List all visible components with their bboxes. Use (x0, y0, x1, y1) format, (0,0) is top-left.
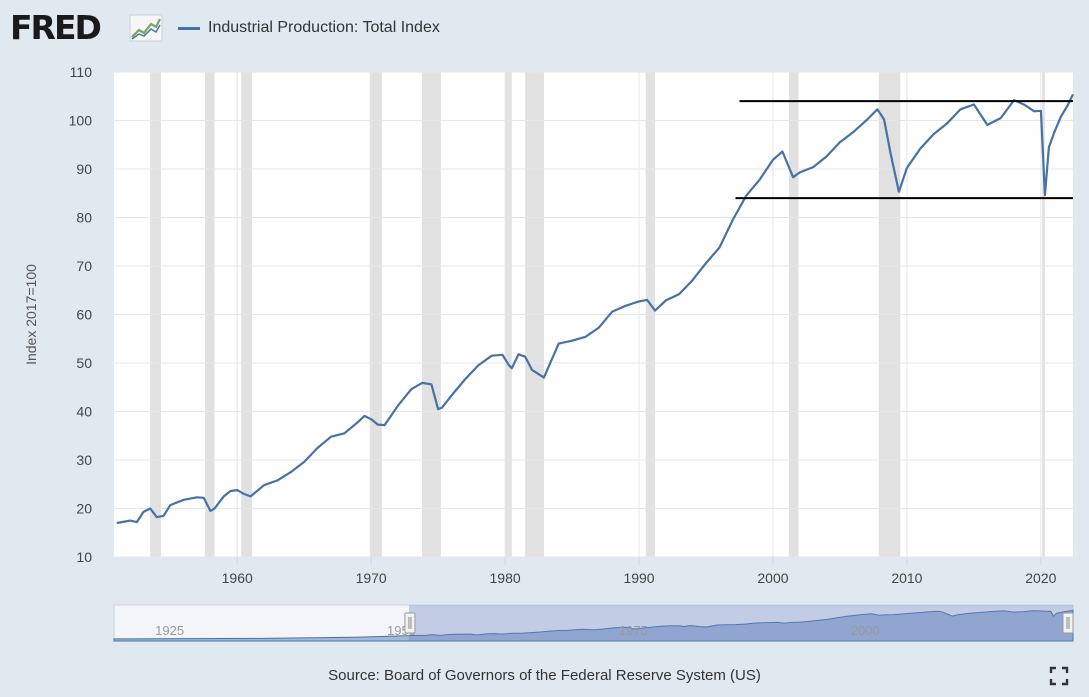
navigator-selection[interactable] (408, 605, 1074, 641)
x-tick-label: 1990 (623, 570, 654, 586)
x-tick-label: 1980 (490, 570, 521, 586)
chart-area: 10 20 30 40 50 60 70 80 90 100 110 1960 1970 1980 1990… (23, 64, 1074, 642)
x-tick-label: 2000 (757, 570, 788, 586)
x-tick-label: 1970 (356, 570, 387, 586)
navigator-handle-right[interactable] (1062, 612, 1074, 634)
x-tick-label: 2020 (1025, 570, 1056, 586)
y-tick-label: 10 (76, 549, 92, 565)
fullscreen-icon[interactable] (1049, 666, 1069, 686)
series-line[interactable] (116, 93, 1074, 525)
y-tick-label: 30 (76, 452, 92, 468)
line-graph-icon (129, 14, 163, 42)
y-tick-label: 20 (76, 501, 92, 517)
y-tick-label: 100 (69, 113, 93, 129)
navigator-series (113, 609, 1074, 642)
navigator-handle-left[interactable] (404, 612, 416, 634)
source-note: Source: Board of Governors of the Federa… (328, 667, 761, 684)
legend-swatch (178, 27, 200, 30)
fred-logo[interactable]: FRED (10, 8, 102, 47)
legend-series-label: Industrial Production: Total Index (208, 19, 440, 36)
y-tick-label: 60 (76, 307, 92, 323)
navigator-tick-label: 2000 (851, 623, 880, 638)
navigator-tick-label: 1975 (619, 623, 648, 638)
y-axis-title: Index 2017=100 (23, 264, 39, 365)
navigator-tick-label: 1925 (155, 623, 184, 638)
y-tick-label: 110 (70, 64, 93, 80)
y-tick-label: 80 (76, 210, 92, 226)
x-tick-label: 1960 (222, 570, 253, 586)
y-tick-label: 90 (76, 161, 92, 177)
chart-header: FRED Industrial Production: Total Index (0, 0, 1089, 60)
y-tick-label: 40 (76, 404, 92, 420)
x-tick-label: 2010 (891, 570, 922, 586)
y-tick-label: 70 (76, 258, 92, 274)
y-tick-label: 50 (76, 355, 92, 371)
